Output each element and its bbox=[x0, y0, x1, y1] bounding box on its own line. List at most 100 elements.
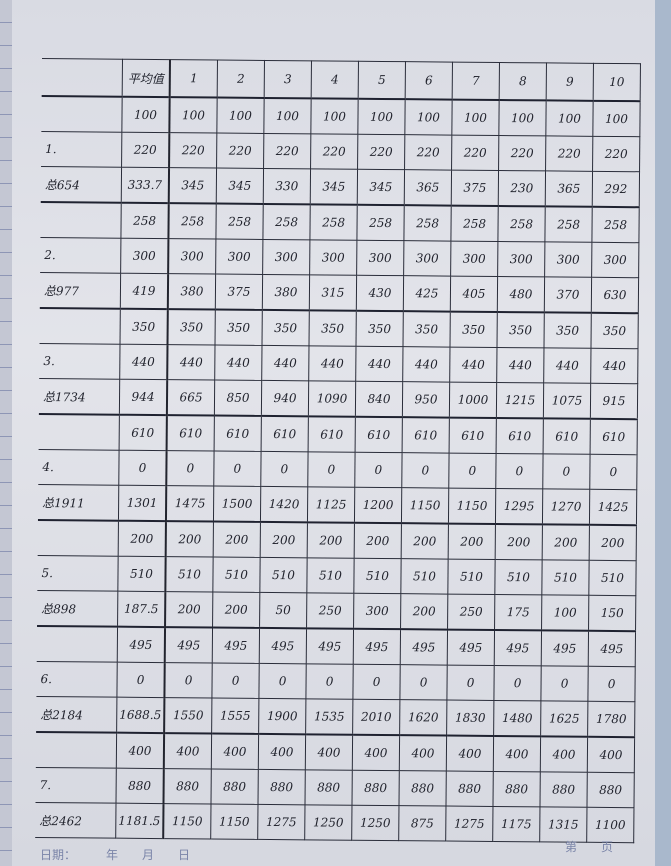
value-cell: 495 bbox=[588, 630, 636, 667]
footer-date: 日期： 年 月 日 bbox=[40, 848, 191, 862]
value-cell: 200 bbox=[495, 523, 543, 560]
value-cell: 880 bbox=[304, 769, 353, 806]
corner-cell bbox=[41, 58, 123, 97]
value-cell: 100 bbox=[357, 98, 406, 135]
value-cell: 400 bbox=[163, 733, 212, 770]
value-cell: 1550 bbox=[164, 697, 212, 734]
group-label: 2. bbox=[40, 237, 121, 274]
value-cell: 880 bbox=[210, 769, 259, 805]
value-cell: 1270 bbox=[542, 488, 590, 525]
group-label bbox=[41, 95, 123, 133]
value-cell: 495 bbox=[212, 627, 260, 664]
value-cell: 850 bbox=[214, 380, 262, 416]
value-cell: 350 bbox=[402, 311, 451, 348]
table-row: 总654 333.7 345 345 330 345 345 365 375 230 365 292 bbox=[40, 166, 640, 208]
average-cell: 220 bbox=[121, 132, 170, 168]
value-cell: 0 bbox=[354, 452, 403, 488]
value-cell: 380 bbox=[167, 273, 216, 310]
value-cell: 940 bbox=[261, 380, 309, 417]
value-cell: 880 bbox=[586, 772, 635, 808]
value-cell: 510 bbox=[212, 557, 261, 593]
value-cell: 0 bbox=[305, 663, 354, 700]
value-cell: 300 bbox=[168, 238, 216, 275]
average-cell: 400 bbox=[116, 732, 165, 769]
table-row: 400 400 400 400 400 400 400 400 400 400 400 bbox=[35, 731, 635, 773]
group-label bbox=[36, 625, 118, 663]
table-row: 总977 419 380 375 380 315 430 425 405 480 370 630 bbox=[39, 272, 639, 314]
average-cell: 258 bbox=[120, 202, 169, 239]
value-cell: 1295 bbox=[495, 488, 543, 525]
value-cell: 330 bbox=[263, 168, 311, 205]
group-label: 6. bbox=[36, 661, 118, 698]
value-cell: 100 bbox=[592, 100, 641, 137]
value-cell: 0 bbox=[446, 665, 495, 701]
value-cell: 400 bbox=[540, 736, 588, 773]
value-cell: 495 bbox=[447, 629, 495, 666]
table-row: 6. 0 0 0 0 0 0 0 0 0 0 0 bbox=[36, 661, 636, 702]
value-cell: 258 bbox=[309, 204, 358, 241]
group-label: 5. bbox=[37, 555, 119, 592]
average-cell: 944 bbox=[119, 379, 168, 416]
value-cell: 880 bbox=[257, 769, 306, 805]
table-row: 总2184 1688.5 1550 1555 1900 1535 2010 1620 1830 1… bbox=[36, 696, 635, 738]
table-row: 总2462 1181.5 1150 1150 1275 1250 1250 875 1275 11… bbox=[35, 802, 634, 843]
value-cell: 300 bbox=[544, 241, 592, 278]
average-cell: 300 bbox=[120, 238, 169, 274]
value-cell: 220 bbox=[451, 135, 499, 171]
value-cell: 1150 bbox=[210, 804, 258, 840]
value-cell: 350 bbox=[167, 309, 216, 346]
value-cell: 0 bbox=[211, 663, 260, 699]
value-cell: 880 bbox=[163, 768, 212, 805]
value-cell: 0 bbox=[448, 453, 497, 489]
value-cell: 440 bbox=[355, 346, 403, 382]
value-cell: 610 bbox=[402, 417, 450, 454]
value-cell: 0 bbox=[260, 451, 309, 487]
value-cell: 1625 bbox=[540, 700, 588, 737]
data-table: 平均值 1 2 3 4 5 6 7 8 9 10 100 100 100 100 100 100 100 100… bbox=[35, 58, 641, 843]
table-row: 总1734 944 665 850 940 1090 840 950 1000 1215 1075 9… bbox=[38, 378, 638, 420]
value-cell: 510 bbox=[259, 557, 308, 593]
value-cell: 300 bbox=[356, 240, 404, 276]
value-cell: 200 bbox=[307, 522, 355, 559]
value-cell: 50 bbox=[259, 592, 307, 629]
average-cell: 495 bbox=[117, 626, 166, 663]
value-cell: 400 bbox=[211, 733, 259, 770]
value-cell: 200 bbox=[165, 591, 213, 628]
value-cell: 0 bbox=[589, 454, 638, 490]
value-cell: 200 bbox=[213, 521, 261, 558]
table-row: 2. 300 300 300 300 300 300 300 300 300 300 300 bbox=[40, 237, 639, 278]
value-cell: 610 bbox=[355, 416, 403, 453]
value-cell: 0 bbox=[399, 664, 448, 701]
group-label: 3. bbox=[39, 343, 121, 380]
group-total: 总1911 bbox=[37, 484, 119, 521]
table-row: 258 258 258 258 258 258 258 258 258 258 258 bbox=[40, 201, 640, 243]
value-cell: 610 bbox=[308, 416, 356, 453]
value-cell: 220 bbox=[263, 133, 311, 169]
value-cell: 250 bbox=[447, 594, 495, 630]
value-cell: 510 bbox=[541, 559, 590, 596]
value-cell: 1250 bbox=[351, 805, 399, 841]
value-cell: 495 bbox=[494, 629, 542, 666]
table-row: 200 200 200 200 200 200 200 200 200 200 200 bbox=[37, 519, 637, 561]
value-cell: 440 bbox=[496, 347, 544, 383]
value-cell: 0 bbox=[493, 665, 542, 701]
group-label bbox=[40, 201, 122, 239]
header-col-2: 2 bbox=[217, 60, 265, 98]
value-cell: 480 bbox=[497, 276, 545, 313]
value-cell: 510 bbox=[447, 559, 496, 595]
value-cell: 300 bbox=[450, 241, 498, 277]
value-cell: 1555 bbox=[211, 698, 259, 734]
value-cell: 440 bbox=[402, 346, 450, 383]
value-cell: 258 bbox=[168, 203, 217, 240]
value-cell: 375 bbox=[451, 170, 499, 206]
value-cell: 0 bbox=[542, 453, 591, 490]
value-cell: 1780 bbox=[587, 701, 635, 738]
value-cell: 405 bbox=[450, 276, 498, 312]
value-cell: 350 bbox=[308, 310, 357, 347]
value-cell: 1200 bbox=[354, 487, 402, 524]
value-cell: 510 bbox=[588, 560, 637, 596]
value-cell: 200 bbox=[212, 592, 260, 628]
value-cell: 200 bbox=[448, 523, 496, 560]
value-cell: 440 bbox=[543, 347, 591, 384]
value-cell: 100 bbox=[498, 99, 547, 136]
